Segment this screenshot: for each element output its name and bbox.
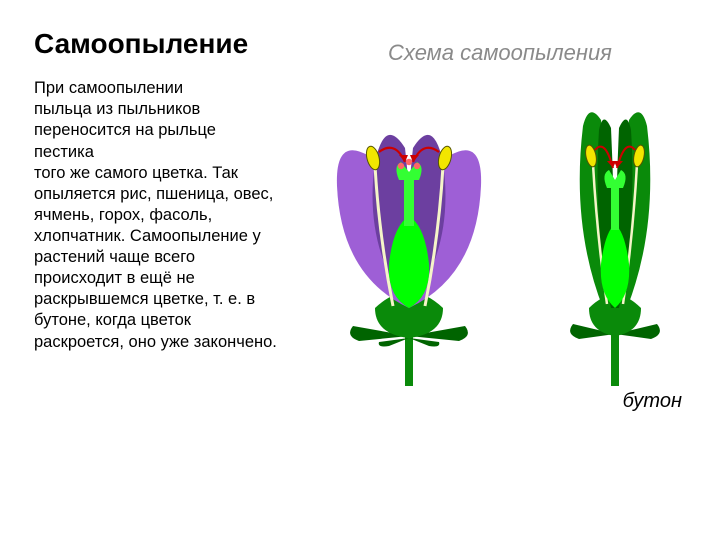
body-text: При самоопылении пыльца из пыльников пер… (34, 78, 280, 352)
page-title: Самоопыление (34, 28, 280, 60)
paragraph: пыльца из пыльников (34, 99, 280, 120)
diagram-panel: Схема самоопыления (290, 0, 720, 540)
diagram-row (300, 76, 700, 386)
open-flower-diagram (305, 76, 515, 386)
paragraph: того же самого цветка. Так опыляется рис… (34, 163, 280, 353)
bud-label: бутон (623, 390, 682, 413)
paragraph: переносится на рыльце пестика (34, 120, 280, 162)
scheme-title: Схема самоопыления (300, 40, 700, 66)
bud-diagram (535, 76, 695, 386)
text-column: Самоопыление При самоопылении пыльца из … (0, 0, 290, 540)
paragraph: При самоопылении (34, 78, 280, 99)
